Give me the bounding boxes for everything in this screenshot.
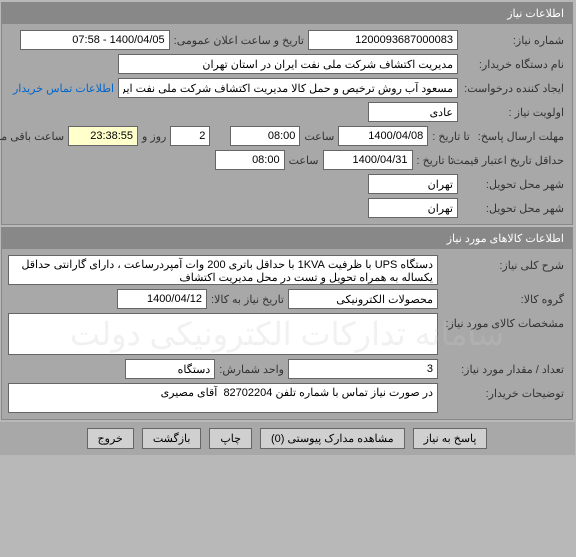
unit-field: [126, 359, 216, 379]
announce-field: [21, 30, 171, 50]
spec-field: [9, 313, 439, 355]
need-date-field: [118, 289, 208, 309]
days-remaining-field: [171, 126, 211, 146]
qty-field: [289, 359, 439, 379]
validity-to-date-label: تا تاریخ :: [414, 154, 459, 167]
qty-label: تعداد / مقدار مورد نیاز:: [439, 363, 569, 376]
desc-field: [9, 255, 439, 285]
unit-label: واحد شمارش:: [216, 363, 289, 376]
desc-label: شرح کلی نیاز:: [439, 255, 569, 272]
days-remaining-label: روز و: [139, 130, 171, 143]
need-info-panel: اطلاعات نیاز شماره نیاز: تاریخ و ساعت اع…: [2, 2, 574, 225]
need-info-header: اطلاعات نیاز: [3, 3, 573, 24]
attachments-button[interactable]: مشاهده مدارک پیوستی (0): [261, 428, 406, 449]
deadline-label: مهلت ارسال پاسخ:: [475, 130, 569, 143]
buyer-field: [119, 54, 459, 74]
delivery-city-label: شهر محل تحویل:: [459, 178, 569, 191]
exit-button[interactable]: خروج: [88, 428, 135, 449]
respond-button[interactable]: پاسخ به نیاز: [414, 428, 489, 449]
group-label: گروه کالا:: [439, 293, 569, 306]
time-remaining-label: ساعت باقی مانده: [0, 130, 69, 143]
spec-label: مشخصات کالای مورد نیاز:: [439, 313, 569, 330]
delivery-city2-field: [369, 198, 459, 218]
priority-field: [369, 102, 459, 122]
goods-info-header: اطلاعات کالاهای مورد نیاز: [3, 228, 573, 249]
time-remaining-field: [69, 126, 139, 146]
need-no-label: شماره نیاز:: [459, 34, 569, 47]
back-button[interactable]: بازگشت: [143, 428, 203, 449]
delivery-city2-label: شهر محل تحویل:: [459, 202, 569, 215]
priority-label: اولویت نیاز :: [459, 106, 569, 119]
deadline-time-field: [231, 126, 301, 146]
deadline-date-field: [339, 126, 429, 146]
delivery-city-field: [369, 174, 459, 194]
validity-date-field: [324, 150, 414, 170]
notes-label: توضیحات خریدار:: [439, 383, 569, 400]
validity-time-label: ساعت: [286, 154, 324, 167]
requester-field: [119, 78, 459, 98]
need-no-field: [309, 30, 459, 50]
notes-field: [9, 383, 439, 413]
buyer-label: نام دستگاه خریدار:: [459, 58, 569, 71]
button-row: پاسخ به نیاز مشاهده مدارک پیوستی (0) چاپ…: [0, 422, 576, 455]
deadline-time-label: ساعت: [301, 130, 339, 143]
contact-link[interactable]: اطلاعات تماس خریدار: [10, 82, 119, 95]
validity-label: حداقل تاریخ اعتبار قیمت:: [459, 154, 569, 167]
print-button[interactable]: چاپ: [210, 428, 253, 449]
validity-time-field: [216, 150, 286, 170]
group-field: [289, 289, 439, 309]
requester-label: ایجاد کننده درخواست:: [459, 82, 569, 95]
goods-info-panel: اطلاعات کالاهای مورد نیاز سامانه تدارکات…: [2, 227, 574, 420]
to-date-label: تا تاریخ :: [429, 130, 474, 143]
need-date-label: تاریخ نیاز به کالا:: [208, 293, 289, 306]
announce-label: تاریخ و ساعت اعلان عمومی:: [171, 34, 309, 47]
